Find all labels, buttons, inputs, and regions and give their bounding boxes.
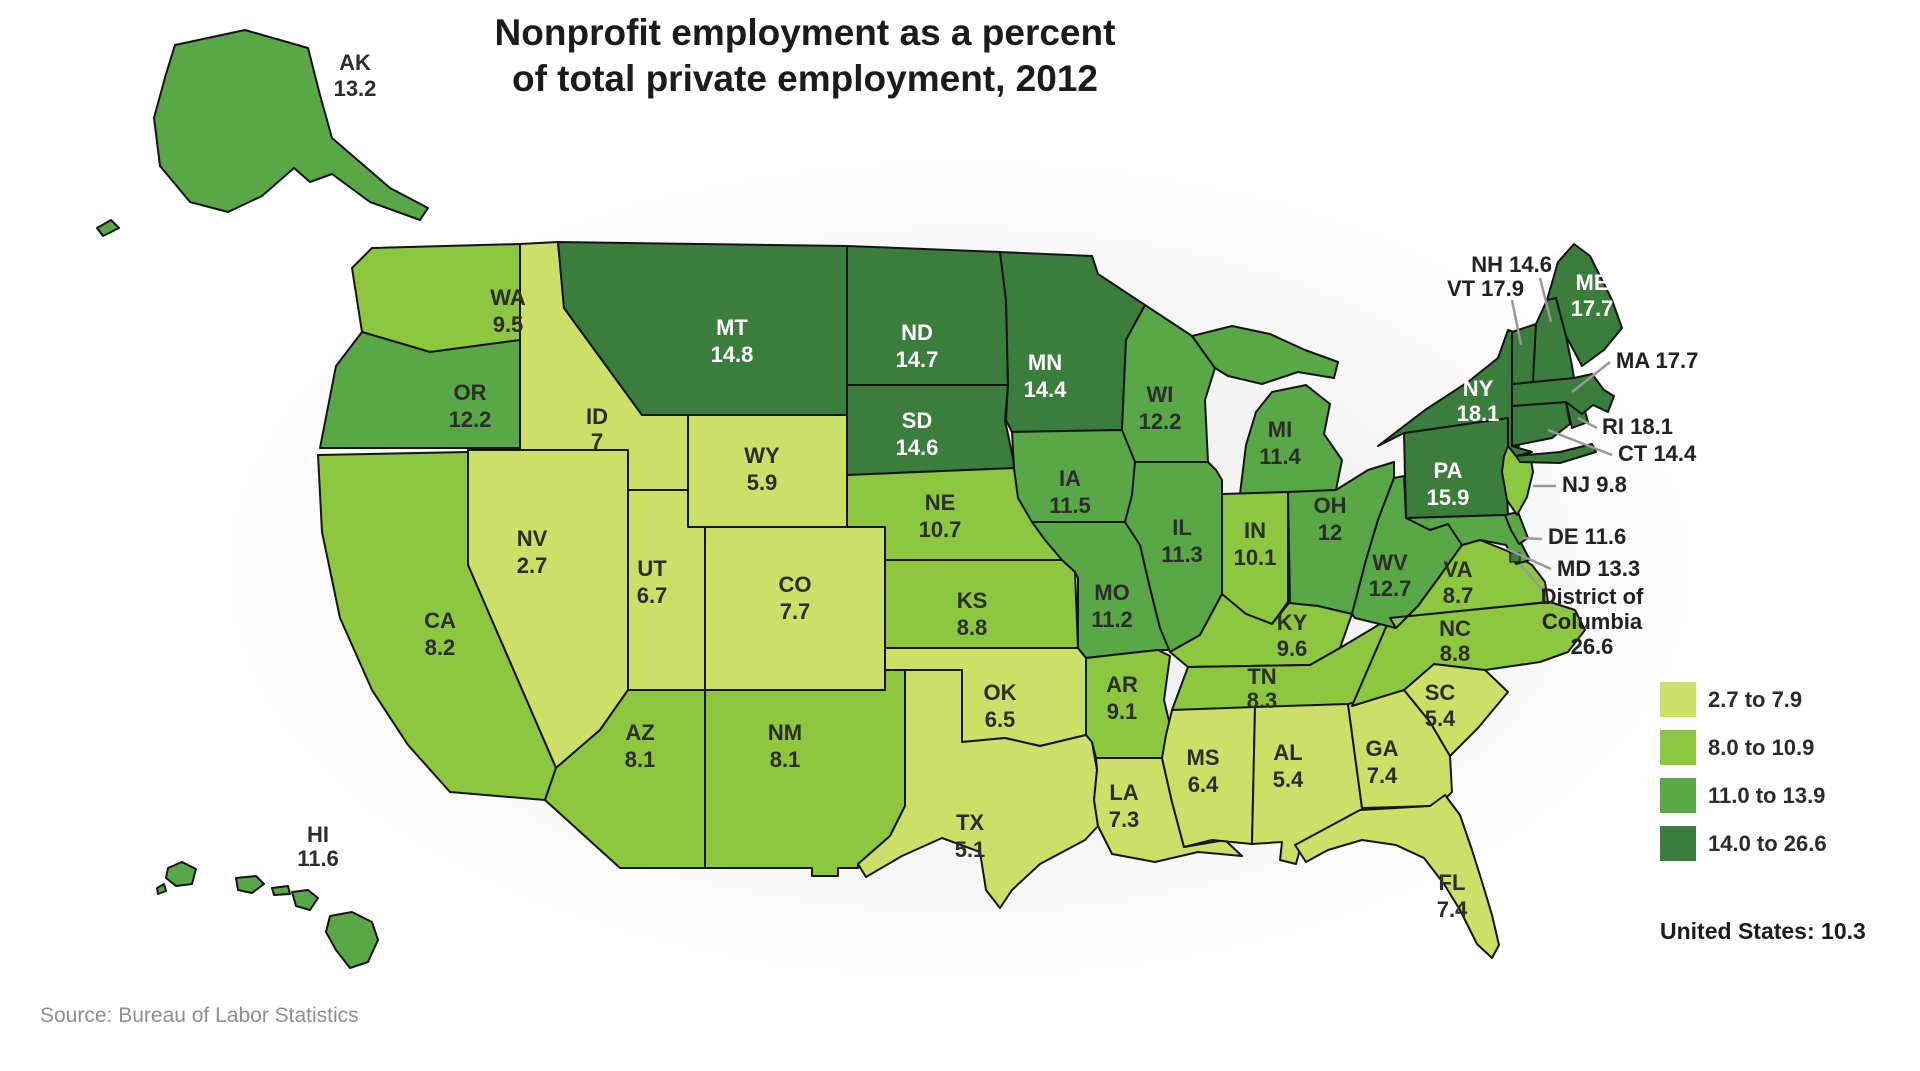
state-ca (317, 451, 557, 801)
state-label-va: VA 8.7 (1443, 557, 1474, 608)
leader-line-ma (1571, 361, 1611, 393)
state-label-la: LA 7.3 (1109, 780, 1140, 832)
state-label-tx: TX 5.1 (955, 810, 986, 862)
callout-leader-lines (1506, 277, 1613, 594)
state-nc (1351, 601, 1586, 707)
state-label-me: ME 17.7 (1571, 270, 1614, 321)
state-label-wi: WI 12.2 (1139, 382, 1182, 434)
state-nm (704, 669, 906, 877)
legend-swatch-bin4 (1660, 826, 1696, 861)
state-label-sc: SC 5.4 (1425, 680, 1456, 731)
chart-title: Nonprofit employment as a percent of tot… (255, 10, 1355, 102)
state-fl (1294, 794, 1500, 959)
callout-labels: NH 14.6 VT 17.9 MA 17.7 RI 18.1 CT 14.4 … (1447, 252, 1698, 659)
callout-label-ma: MA 17.7 (1616, 348, 1698, 373)
state-label-id: ID 7 (586, 404, 608, 454)
state-hi (156, 861, 379, 969)
leader-line-vt (1510, 299, 1523, 346)
state-ak (96, 29, 429, 237)
state-label-fl: FL 7.4 (1437, 870, 1468, 922)
state-label-in: IN 10.1 (1234, 518, 1277, 570)
leader-line-de (1521, 536, 1543, 541)
state-label-wa: WA 9.5 (490, 285, 526, 337)
state-label-wv: WV 12.7 (1369, 550, 1412, 601)
callout-label-dc: District of Columbia 26.6 (1541, 584, 1644, 659)
legend-swatch-bin3 (1660, 778, 1696, 813)
legend: 2.7 to 7.9 8.0 to 10.9 11.0 to 13.9 14.0… (1660, 682, 1827, 874)
state-label-ne: NE 10.7 (919, 490, 962, 542)
state-ks (884, 559, 1079, 649)
legend-label-bin1: 2.7 to 7.9 (1708, 686, 1803, 712)
state-label-il: IL 11.3 (1161, 515, 1203, 567)
legend-label-bin4: 14.0 to 26.6 (1708, 830, 1827, 856)
state-shapes (96, 29, 1623, 969)
chart-title-line1: Nonprofit employment as a percent (494, 12, 1116, 53)
chart-title-line2: of total private employment, 2012 (511, 57, 1098, 99)
state-labels: AK 13.2 HI 11.6 WA 9.5 OR 12.2 ID 7 MT 14.8 WY… (297, 50, 1613, 922)
leader-line-ri (1577, 416, 1598, 430)
state-label-co: CO 7.7 (779, 572, 812, 624)
state-label-ak: AK 13.2 (334, 50, 377, 101)
state-label-nm: NM 8.1 (768, 720, 802, 772)
state-label-nv: NV 2.7 (517, 526, 548, 578)
state-label-nd: ND 14.7 (896, 320, 939, 372)
state-label-sd: SD 14.6 (896, 408, 939, 460)
callout-label-nj: NJ 9.8 (1562, 472, 1627, 497)
legend-label-bin2: 8.0 to 10.9 (1708, 734, 1815, 760)
leader-line-ct (1547, 428, 1613, 457)
state-label-tn: TN 8.3 (1247, 664, 1278, 713)
legend-row-1: 2.7 to 7.9 (1660, 682, 1827, 717)
state-label-ia: IA 11.5 (1049, 466, 1091, 518)
leader-line-md (1506, 547, 1552, 571)
state-tx (857, 669, 1099, 909)
state-label-ny: NY 18.1 (1457, 376, 1500, 426)
legend-row-3: 11.0 to 13.9 (1660, 778, 1827, 813)
state-ma (1511, 373, 1615, 415)
state-label-oh: OH 12 (1314, 493, 1347, 545)
leader-line-dc (1519, 563, 1546, 594)
state-label-ca: CA 8.2 (424, 608, 456, 660)
state-sd (846, 384, 1016, 476)
state-label-ms: MS 6.4 (1187, 745, 1220, 797)
legend-row-2: 8.0 to 10.9 (1660, 730, 1827, 765)
callout-label-vt: VT 17.9 (1447, 276, 1524, 301)
state-label-mi: MI 11.4 (1259, 417, 1301, 469)
state-label-nc: NC 8.8 (1439, 616, 1471, 666)
state-label-ga: GA 7.4 (1366, 736, 1399, 788)
legend-label-bin3: 11.0 to 13.9 (1708, 782, 1826, 808)
legend-row-4: 14.0 to 26.6 (1660, 826, 1827, 861)
national-average-note: United States: 10.3 (1660, 918, 1866, 944)
state-label-mo: MO 11.2 (1091, 580, 1133, 632)
callout-label-nh: NH 14.6 (1471, 252, 1552, 277)
state-label-ut: UT 6.7 (637, 556, 668, 608)
state-label-wy: WY 5.9 (744, 443, 780, 495)
state-label-al: AL 5.4 (1273, 740, 1304, 792)
state-ct (1511, 401, 1571, 447)
legend-swatch-bin2 (1660, 730, 1696, 765)
state-label-ky: KY 9.6 (1277, 610, 1308, 661)
state-me (1546, 243, 1623, 367)
callout-label-de: DE 11.6 (1548, 524, 1626, 549)
state-label-or: OR 12.2 (449, 380, 492, 432)
callout-label-md: MD 13.3 (1557, 556, 1640, 581)
state-label-ks: KS 8.8 (957, 588, 988, 640)
state-label-ar: AR 9.1 (1106, 672, 1138, 724)
state-label-mt: MT 14.8 (711, 315, 754, 367)
leader-line-nh (1538, 277, 1553, 323)
callout-label-ri: RI 18.1 (1602, 414, 1673, 439)
legend-swatch-bin1 (1660, 682, 1696, 717)
state-label-pa: PA 15.9 (1427, 458, 1470, 510)
state-label-ok: OK 6.5 (984, 680, 1017, 732)
state-label-hi: HI 11.6 (297, 822, 339, 871)
state-label-mn: MN 14.4 (1024, 350, 1068, 402)
state-label-az: AZ 8.1 (625, 720, 656, 772)
callout-label-ct: CT 14.4 (1618, 441, 1697, 466)
source-attribution: Source: Bureau of Labor Statistics (40, 1004, 359, 1027)
